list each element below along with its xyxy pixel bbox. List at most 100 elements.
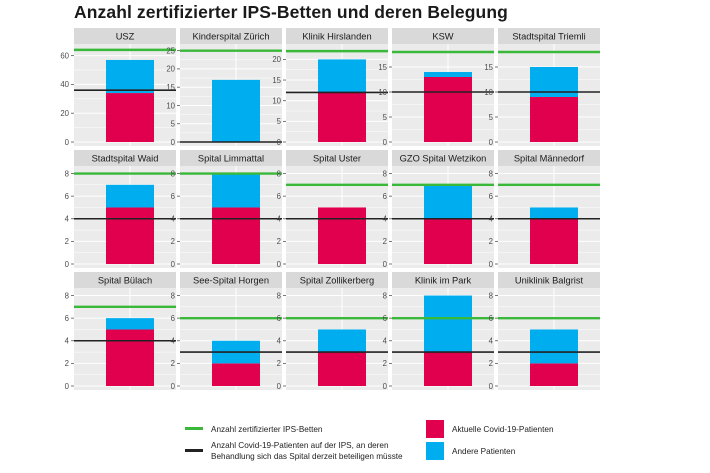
panel-title: KSW [432,32,453,42]
y-tick-label: 15 [166,83,175,92]
y-tick-label: 4 [277,215,282,224]
y-tick-label: 2 [277,359,281,368]
legend-needed-label: Anzahl Covid-19-Patienten auf der IPS, a… [211,441,403,461]
y-tick-label: 20 [60,109,69,118]
facet-panel-stadtspital-triemli: Stadtspital Triemli 0 5 10 15 [484,28,600,147]
facet-panel-spital-limmattal: Spital Limmattal 0 2 4 6 8 [171,150,282,269]
facet-panel-stadtspital-waid: Stadtspital Waid 0 2 4 6 8 [65,150,176,269]
y-tick-label: 2 [383,359,387,368]
panel-title: Spital Zollikerberg [300,276,374,286]
facet-panel-spital-uster: Spital Uster 0 2 4 6 8 [277,150,388,269]
y-tick-label: 4 [277,337,282,346]
panel-title: USZ [116,32,135,42]
bar-covid [106,207,154,264]
panel-strip [286,150,388,166]
y-tick-label: 2 [65,359,69,368]
y-tick-label: 2 [277,237,281,246]
y-tick-label: 8 [171,169,175,178]
bar-other [106,184,154,208]
bar-other [424,72,472,77]
y-tick-label: 0 [277,138,282,147]
panel-title: GZO Spital Wetzikon [400,154,487,164]
facet-panel-uniklinik-balgrist: Uniklinik Balgrist 0 2 4 6 8 [489,272,600,391]
bar-other [212,79,260,142]
panel-strip [286,28,388,44]
bar-other [318,329,366,353]
legend-other-label: Andere Patienten [452,447,516,456]
panel-title: Klinik im Park [415,276,472,286]
panel-title: Uniklinik Balgrist [515,276,584,286]
panel-title: Stadtspital Triemli [512,32,585,42]
y-tick-label: 2 [171,237,175,246]
y-tick-label: 2 [171,359,175,368]
y-tick-label: 0 [277,260,282,269]
facet-panel-usz: USZ 0 20 40 60 [60,28,176,147]
y-tick-label: 0 [171,382,176,391]
legend-other-key [426,442,444,460]
bar-covid [318,352,366,386]
panel-title: Stadtspital Waid [92,154,159,164]
bar-other [212,173,260,208]
bar-covid [530,97,578,142]
y-tick-label: 6 [171,192,175,201]
y-tick-label: 4 [383,215,388,224]
bar-other [318,59,366,93]
y-tick-label: 8 [171,291,175,300]
y-tick-label: 20 [272,55,281,64]
bar-covid [424,218,472,264]
facet-panel-kinderspital-zuerich: Kinderspital Zürich 0 5 10 15 20 25 [166,28,282,147]
panel-strip [180,272,282,288]
facet-panel-klinik-im-park: Klinik im Park 0 2 4 6 8 [383,272,494,391]
y-tick-label: 8 [383,291,387,300]
y-tick-label: 0 [383,138,388,147]
y-tick-label: 2 [383,237,387,246]
bar-covid [424,77,472,142]
panel-title: Spital Uster [313,154,361,164]
panel-strip [392,28,494,44]
bar-covid [530,363,578,386]
panel-title: See-Spital Horgen [193,276,269,286]
y-tick-label: 6 [277,314,281,323]
facet-panel-spital-zollikerberg: Spital Zollikerberg 0 2 4 6 8 [277,272,388,391]
y-tick-label: 6 [489,192,493,201]
bar-covid [212,207,260,264]
y-tick-label: 6 [383,192,387,201]
y-tick-label: 5 [489,113,494,122]
y-tick-label: 0 [65,260,70,269]
bar-other [530,329,578,364]
panel-title: Spital Limmattal [198,154,264,164]
legend-covid-label: Aktuelle Covid-19-Patienten [452,425,554,434]
y-tick-label: 2 [65,237,69,246]
y-tick-label: 8 [489,291,493,300]
facet-panel-see-spital-horgen: See-Spital Horgen 0 2 4 6 8 [171,272,282,391]
panel-strip [180,28,282,44]
y-tick-label: 6 [65,192,69,201]
panel-strip [74,272,176,288]
y-tick-label: 60 [60,51,69,60]
facet-panel-spital-maennedorf: Spital Männedorf 0 2 4 6 8 [489,150,600,269]
y-tick-label: 0 [171,260,176,269]
y-tick-label: 6 [383,314,387,323]
facet-panel-klinik-hirslanden: Klinik Hirslanden 0 5 10 15 20 [272,28,388,147]
y-tick-label: 15 [484,63,493,72]
panel-strip [498,272,600,288]
y-tick-label: 15 [378,63,387,72]
y-tick-label: 0 [65,382,70,391]
y-tick-label: 5 [383,113,388,122]
y-tick-label: 40 [60,80,69,89]
y-tick-label: 6 [277,192,281,201]
y-tick-label: 8 [277,291,281,300]
chart-title: Anzahl zertifizierter IPS-Betten und der… [74,2,508,22]
bar-covid [424,352,472,386]
y-tick-label: 5 [277,117,282,126]
y-tick-label: 0 [65,138,70,147]
y-tick-label: 4 [65,337,70,346]
y-tick-label: 25 [166,46,175,55]
y-tick-label: 4 [383,337,388,346]
y-tick-label: 6 [65,314,69,323]
panel-strip [498,28,600,44]
y-tick-label: 0 [383,382,388,391]
y-tick-label: 5 [171,120,176,129]
bar-covid [106,329,154,386]
